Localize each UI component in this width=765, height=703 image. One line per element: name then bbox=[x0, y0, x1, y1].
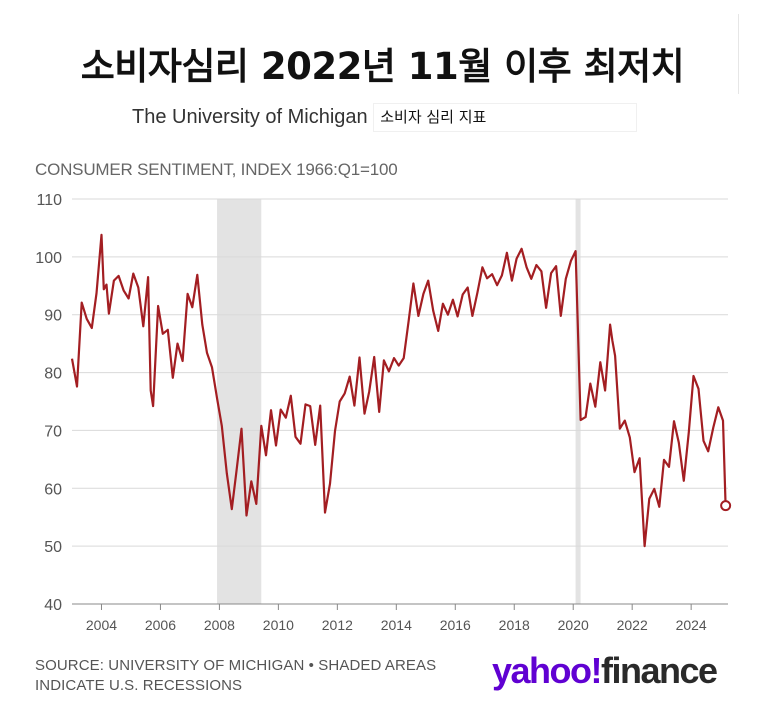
latest-value-marker bbox=[720, 500, 732, 512]
recession-band-1 bbox=[575, 199, 581, 604]
y-tick-label-40: 40 bbox=[44, 597, 62, 614]
x-tick-label-2010: 2010 bbox=[263, 617, 294, 633]
x-tick-label-2016: 2016 bbox=[440, 617, 471, 633]
source-line-1: SOURCE: UNIVERSITY OF MICHIGAN • SHADED … bbox=[35, 657, 437, 674]
y-tick-label-60: 60 bbox=[44, 481, 62, 498]
x-tick-label-2008: 2008 bbox=[204, 617, 235, 633]
source-line-2: INDICATE U.S. RECESSIONS bbox=[35, 677, 243, 694]
x-tick-label-2004: 2004 bbox=[86, 617, 117, 633]
y-tick-label-70: 70 bbox=[44, 423, 62, 440]
x-tick-label-2024: 2024 bbox=[676, 617, 707, 633]
x-tick-label-2018: 2018 bbox=[499, 617, 530, 633]
yahoo-finance-logo: yahoo!finance bbox=[492, 650, 718, 691]
x-tick-label-2006: 2006 bbox=[145, 617, 176, 633]
y-tick-label-110: 110 bbox=[36, 192, 62, 209]
x-tick-label-2020: 2020 bbox=[558, 617, 589, 633]
y-tick-label-50: 50 bbox=[44, 539, 62, 556]
x-tick-label-2012: 2012 bbox=[322, 617, 353, 633]
sentiment-line bbox=[70, 233, 727, 548]
chart-subtitle: The University of Michigan 소비자 심리 지표 bbox=[132, 103, 638, 132]
chart-title: 소비자심리 2022년 11월 이후 최저치 bbox=[80, 45, 685, 88]
edge-divider bbox=[738, 14, 739, 94]
source-note: SOURCE: UNIVERSITY OF MICHIGAN • SHADED … bbox=[35, 656, 436, 696]
subtitle-source: The University of Michigan bbox=[132, 106, 368, 128]
y-tick-label-100: 100 bbox=[35, 250, 62, 267]
y-axis-label: CONSUMER SENTIMENT, INDEX 1966:Q1=100 bbox=[35, 160, 398, 179]
x-tick-label-2014: 2014 bbox=[381, 617, 412, 633]
x-tick-label-2022: 2022 bbox=[617, 617, 648, 633]
y-tick-label-80: 80 bbox=[44, 366, 62, 383]
recession-band-0 bbox=[217, 199, 262, 604]
subtitle-korean-label: 소비자 심리 지표 bbox=[373, 103, 638, 132]
y-tick-label-90: 90 bbox=[44, 308, 62, 325]
